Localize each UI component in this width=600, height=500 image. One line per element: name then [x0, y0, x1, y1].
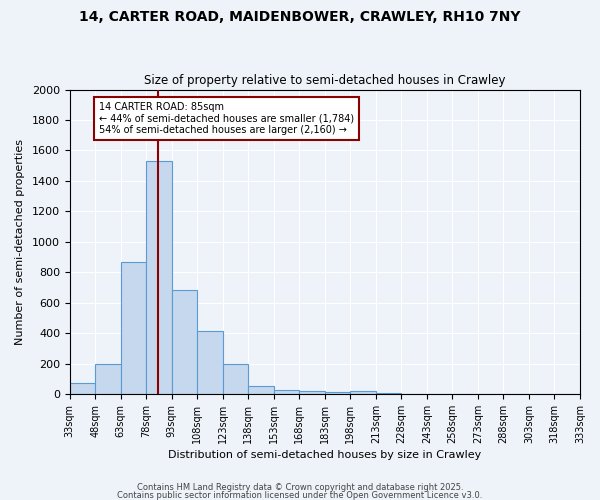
Text: 14 CARTER ROAD: 85sqm
← 44% of semi-detached houses are smaller (1,784)
54% of s: 14 CARTER ROAD: 85sqm ← 44% of semi-deta… [99, 102, 354, 135]
Bar [299, 391, 325, 394]
Text: Contains HM Land Registry data © Crown copyright and database right 2025.: Contains HM Land Registry data © Crown c… [137, 483, 463, 492]
Bar [70, 384, 95, 394]
Bar [223, 364, 248, 394]
Bar [274, 390, 299, 394]
Title: Size of property relative to semi-detached houses in Crawley: Size of property relative to semi-detach… [144, 74, 506, 87]
Y-axis label: Number of semi-detached properties: Number of semi-detached properties [15, 139, 25, 345]
Bar [248, 386, 274, 394]
Bar [146, 161, 172, 394]
Bar [121, 262, 146, 394]
Bar [95, 364, 121, 394]
Bar [197, 331, 223, 394]
X-axis label: Distribution of semi-detached houses by size in Crawley: Distribution of semi-detached houses by … [168, 450, 482, 460]
Text: Contains public sector information licensed under the Open Government Licence v3: Contains public sector information licen… [118, 490, 482, 500]
Text: 14, CARTER ROAD, MAIDENBOWER, CRAWLEY, RH10 7NY: 14, CARTER ROAD, MAIDENBOWER, CRAWLEY, R… [79, 10, 521, 24]
Bar [350, 391, 376, 394]
Bar [325, 392, 350, 394]
Bar [172, 290, 197, 394]
Bar [376, 393, 401, 394]
